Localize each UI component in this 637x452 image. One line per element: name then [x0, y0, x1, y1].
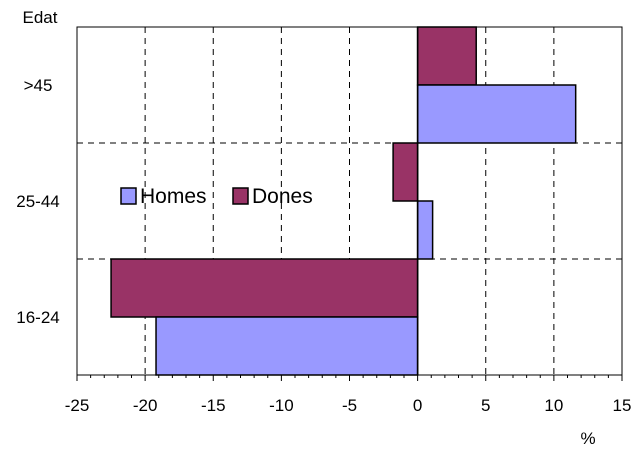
x-tick-label: -25 [65, 396, 90, 415]
y-axis-label: Edat [23, 8, 58, 27]
bar-homes-1624 [155, 316, 419, 376]
legend-label-dones: Dones [252, 185, 313, 208]
y-tick-label: 16-24 [16, 308, 59, 327]
bar-dones-2544 [392, 142, 419, 202]
x-tick-label: 0 [413, 396, 422, 415]
legend-swatch-homes [120, 187, 137, 205]
y-tick-label: 25-44 [16, 192, 59, 211]
bar-homes-45 [416, 84, 577, 144]
x-tick-label: -15 [201, 396, 226, 415]
y-tick-label: >45 [24, 76, 53, 95]
legend-label-homes: Homes [140, 185, 207, 208]
x-axis-label: % [580, 429, 595, 448]
legend: Homes Dones [120, 185, 313, 208]
x-ticks: -25 -20 -15 -10 -5 0 5 10 15 [65, 375, 632, 415]
y-ticks: >45 25-44 16-24 [16, 76, 59, 327]
x-tick-label: -20 [133, 396, 158, 415]
bar-dones-45 [416, 26, 477, 86]
x-tick-label: 15 [613, 396, 632, 415]
x-tick-label: 10 [544, 396, 563, 415]
bar-dones-1624 [110, 258, 419, 318]
legend-swatch-dones [232, 187, 249, 205]
bars [110, 26, 577, 376]
x-tick-label: 5 [481, 396, 490, 415]
bar-homes-2544 [416, 200, 434, 260]
x-tick-label: -10 [269, 396, 294, 415]
x-tick-label: -5 [342, 396, 357, 415]
